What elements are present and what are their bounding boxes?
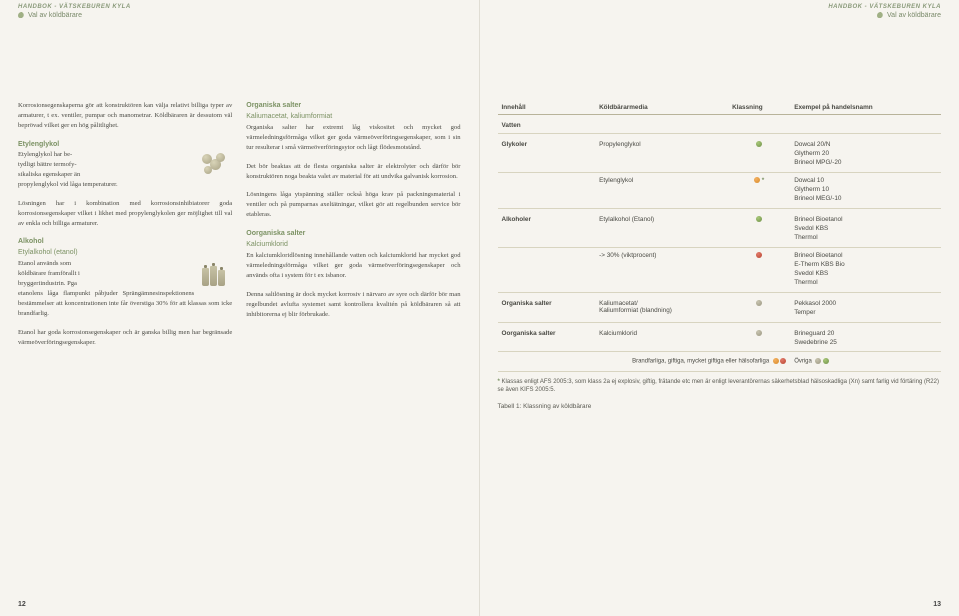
cell-examples: Brineol Bioetanol E-Therm KBS Bio Svedol… xyxy=(790,247,941,292)
organiska-p2: Det bör beaktas att de flesta organiska … xyxy=(246,162,460,182)
book-title-r: HANDBOK - VÄTSKEBUREN KYLA xyxy=(828,4,941,10)
page-number-right: 13 xyxy=(933,601,941,608)
classification-dot-icon xyxy=(756,216,762,222)
heading-organiska: Organiska salter xyxy=(246,101,460,112)
classification-dot-icon xyxy=(756,300,762,306)
etylenglykol-para: Etylenglykol har be- tydligt bättre term… xyxy=(18,150,232,190)
molecule-illustration xyxy=(198,150,232,178)
col-media: Köldbärarmedia xyxy=(595,101,728,115)
legend-dot-red xyxy=(780,358,786,364)
heading-etylenglykol: Etylenglykol xyxy=(18,140,232,151)
cell-examples: Pekkasol 2000 Temper xyxy=(790,292,941,322)
table-row: GlykolerPropylenglykol Dowcal 20/N Glythe… xyxy=(498,134,942,173)
cell-classification xyxy=(728,292,790,322)
cell-classification xyxy=(728,247,790,292)
cell-examples: Brineguard 20 Swedebrine 25 xyxy=(790,322,941,352)
cell-examples: Dowcal 10 Glytherm 10 Brineol MEG/-10 xyxy=(790,172,941,208)
breadcrumb-label: Val av köldbärare xyxy=(28,12,82,19)
cell-media: Kaliumacetat/ Kaliumformiat (blandning) xyxy=(595,292,728,322)
page-spread: HANDBOK - VÄTSKEBUREN KYLA Val av köldbä… xyxy=(0,0,959,616)
col-klassning: Klassning xyxy=(728,101,790,115)
right-page: HANDBOK - VÄTSKEBUREN KYLA Val av köldbä… xyxy=(480,0,959,616)
etylenglykol-para-2: Lösningen har i kombination med korrosio… xyxy=(18,199,232,229)
legend-row: Brandfarliga, giftiga, mycket giftiga el… xyxy=(498,352,942,372)
book-title: HANDBOK - VÄTSKEBUREN KYLA xyxy=(18,4,131,10)
legend-dot-green xyxy=(823,358,829,364)
oorganiska-p1: En kalciumkloridlösning innehållande vat… xyxy=(246,251,460,281)
cell-examples xyxy=(790,115,941,134)
column-2: Organiska salter Kaliumacetat, kaliumfor… xyxy=(246,101,460,357)
legend-text: Brandfarliga, giftiga, mycket giftiga el… xyxy=(595,352,790,372)
cell-classification: * xyxy=(728,172,790,208)
star-icon: * xyxy=(760,177,764,184)
cell-media xyxy=(595,115,728,134)
cell-classification xyxy=(728,322,790,352)
leaf-icon xyxy=(17,11,26,20)
header-right: HANDBOK - VÄTSKEBUREN KYLA xyxy=(498,4,942,10)
table-row: Etylenglykol * Dowcal 10 Glytherm 10 Brin… xyxy=(498,172,942,208)
legend-other: Övriga xyxy=(790,352,941,372)
intro-para: Korrosionsegenskaperna gör att konstrukt… xyxy=(18,101,232,131)
cell-category: Organiska salter xyxy=(498,292,596,322)
cell-classification xyxy=(728,208,790,247)
table-row: Organiska salterKaliumacetat/ Kaliumform… xyxy=(498,292,942,322)
footnote-star-icon: * xyxy=(498,379,500,385)
subheading-etanol: Etylalkohol (etanol) xyxy=(18,248,232,259)
column-1: Korrosionsegenskaperna gör att konstrukt… xyxy=(18,101,232,357)
cell-category xyxy=(498,172,596,208)
header-left: HANDBOK - VÄTSKEBUREN KYLA xyxy=(18,4,461,10)
legend-dot-grey xyxy=(815,358,821,364)
footnote: * Klassas enligt AFS 2005:3, som klass 2… xyxy=(498,378,942,395)
organiska-p1: Organiska salter har extremt låg viskosi… xyxy=(246,123,460,153)
table-header-row: Innehåll Köldbärarmedia Klassning Exempe… xyxy=(498,101,942,115)
cell-category xyxy=(498,247,596,292)
classification-dot-icon xyxy=(756,252,762,258)
cell-category: Glykoler xyxy=(498,134,596,173)
etanol-para-2: Etanol har goda korrosionsegenskaper och… xyxy=(18,328,232,348)
table-row: Oorganiska salterKalciumklorid Brineguard… xyxy=(498,322,942,352)
cell-examples: Dowcal 20/N Glytherm 20 Brineol MPG/-20 xyxy=(790,134,941,173)
page-number-left: 12 xyxy=(18,601,26,608)
cell-classification xyxy=(728,134,790,173)
cell-category: Oorganiska salter xyxy=(498,322,596,352)
cell-media: -> 30% (viktprocent) xyxy=(595,247,728,292)
organiska-p3: Lösningens låga ytspänning ställer också… xyxy=(246,190,460,220)
col-innehall: Innehåll xyxy=(498,101,596,115)
classification-table: Innehåll Köldbärarmedia Klassning Exempe… xyxy=(498,101,942,410)
cell-category: Vatten xyxy=(498,115,596,134)
subheading-oorganiska: Kalciumklorid xyxy=(246,240,460,251)
table-row: AlkoholerEtylalkohol (Etanol) Brineol Bio… xyxy=(498,208,942,247)
cell-examples: Brineol Bioetanol Svedol KBS Thermol xyxy=(790,208,941,247)
heading-alkohol: Alkohol xyxy=(18,237,232,248)
table-row: Vatten xyxy=(498,115,942,134)
cell-category: Alkoholer xyxy=(498,208,596,247)
cell-media: Etylalkohol (Etanol) xyxy=(595,208,728,247)
subheading-organiska: Kaliumacetat, kaliumformiat xyxy=(246,112,460,123)
classification-dot-icon xyxy=(756,330,762,336)
body-columns: Korrosionsegenskaperna gör att konstrukt… xyxy=(18,101,461,357)
bottles-illustration xyxy=(198,259,232,287)
table-row: -> 30% (viktprocent) Brineol Bioetanol E-… xyxy=(498,247,942,292)
cell-media: Kalciumklorid xyxy=(595,322,728,352)
breadcrumb: Val av köldbärare xyxy=(18,12,461,19)
oorganiska-p2: Denna saltlösning är dock mycket korrosi… xyxy=(246,290,460,320)
legend-dot-orange xyxy=(773,358,779,364)
etanol-para: Etanol används som köldbärare framförall… xyxy=(18,259,232,318)
cell-media: Etylenglykol xyxy=(595,172,728,208)
breadcrumb-label-r: Val av köldbärare xyxy=(887,12,941,19)
table: Innehåll Köldbärarmedia Klassning Exempe… xyxy=(498,101,942,372)
heading-oorganiska: Oorganiska salter xyxy=(246,229,460,240)
col-exempel: Exempel på handelsnamn xyxy=(790,101,941,115)
classification-dot-icon xyxy=(756,141,762,147)
cell-media: Propylenglykol xyxy=(595,134,728,173)
breadcrumb-r: Val av köldbärare xyxy=(498,12,942,19)
leaf-icon-r xyxy=(876,11,885,20)
cell-classification xyxy=(728,115,790,134)
table-caption: Tabell 1: Klassning av köldbärare xyxy=(498,403,942,410)
left-page: HANDBOK - VÄTSKEBUREN KYLA Val av köldbä… xyxy=(0,0,480,616)
